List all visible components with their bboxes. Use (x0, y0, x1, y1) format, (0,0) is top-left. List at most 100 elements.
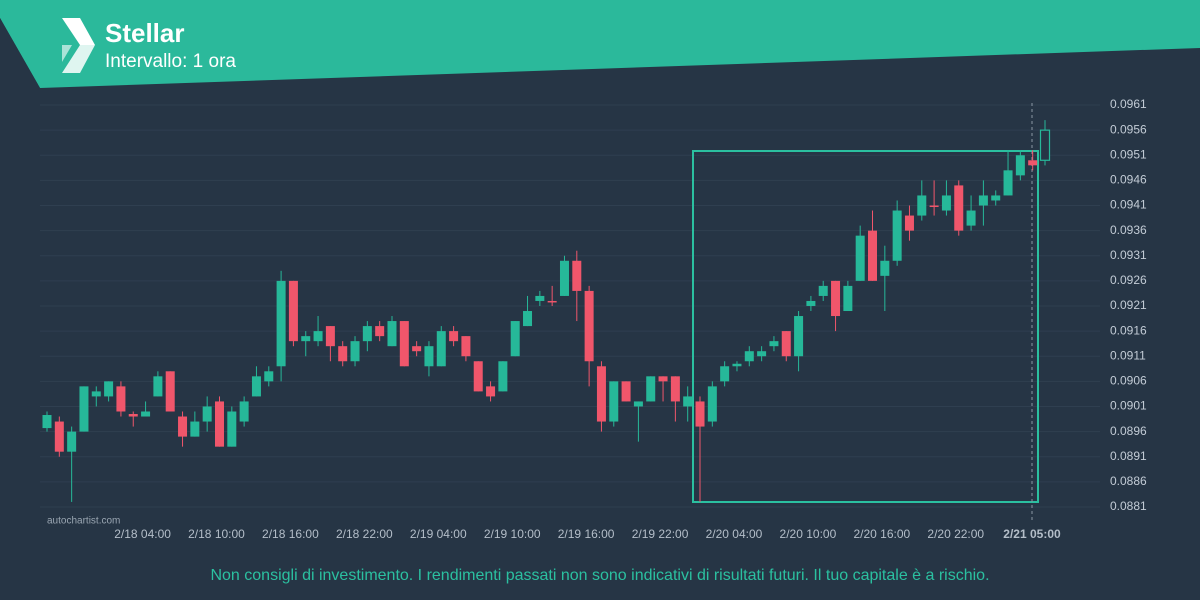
candle-body (486, 386, 496, 397)
candle-body (892, 210, 902, 261)
candle-body (609, 381, 619, 422)
candle-body (387, 321, 397, 347)
candle-body (436, 331, 446, 367)
candle-body (325, 326, 335, 347)
y-tick-label: 0.0931 (1110, 248, 1147, 262)
candle-body (744, 351, 754, 362)
y-tick-label: 0.0941 (1110, 198, 1147, 212)
candle-body (153, 376, 163, 397)
header-banner (0, 0, 1200, 88)
candle-body (670, 376, 680, 402)
candle-body (954, 185, 964, 231)
candle-body (301, 336, 311, 342)
x-tick-label: 2/20 16:00 (853, 527, 910, 541)
candle-body (695, 401, 705, 427)
candle-body (646, 376, 656, 402)
candle-body (42, 415, 52, 429)
candle-body (523, 311, 533, 327)
grid (40, 104, 1100, 508)
candle-body (498, 361, 508, 392)
candle-body (251, 376, 261, 397)
candle-body (141, 411, 151, 417)
candle-body (904, 215, 914, 231)
x-tick-label: 2/20 10:00 (780, 527, 837, 541)
candle-body (978, 195, 988, 206)
x-tick-label: 2/20 04:00 (706, 527, 763, 541)
candle-body (91, 391, 101, 397)
y-tick-label: 0.0906 (1110, 374, 1147, 388)
candle-body (79, 386, 89, 432)
candle-body (338, 346, 348, 362)
x-tick-label: 2/19 16:00 (558, 527, 615, 541)
candle-body (572, 260, 582, 291)
y-tick-label: 0.0886 (1110, 474, 1147, 488)
x-tick-label: 2/19 04:00 (410, 527, 467, 541)
y-tick-label: 0.0951 (1110, 147, 1147, 161)
candle-body (707, 386, 717, 422)
candle-body (473, 361, 483, 392)
candle-body (313, 331, 323, 342)
candle-body (966, 210, 976, 226)
y-tick-label: 0.0896 (1110, 424, 1147, 438)
candle-body (535, 295, 545, 301)
watermark: autochartist.com (47, 516, 120, 527)
candle-body (239, 401, 249, 422)
candle-body (190, 421, 200, 437)
candle-body (412, 346, 422, 352)
candle-body (67, 431, 77, 452)
candle-body (165, 371, 175, 412)
candle-body (116, 386, 126, 412)
candle-body (868, 230, 878, 281)
x-tick-label: 2/19 10:00 (484, 527, 541, 541)
x-tick-label: 2/18 10:00 (188, 527, 245, 541)
candles (42, 120, 1051, 502)
candle-body (264, 371, 274, 382)
candle-body (991, 195, 1001, 201)
logo (62, 18, 95, 73)
x-tick-label: 2/18 04:00 (114, 527, 171, 541)
candle-body (1039, 129, 1051, 161)
candle-body (1003, 170, 1013, 196)
candle-body (584, 290, 594, 362)
y-tick-label: 0.0881 (1110, 499, 1147, 513)
candle-body (769, 341, 779, 347)
candle-body (375, 326, 385, 337)
chart-subtitle: Intervallo: 1 ora (105, 51, 236, 72)
candle-body (880, 260, 890, 276)
x-tick-label: 2/21 05:00 (1003, 527, 1061, 541)
candle-body (214, 401, 224, 447)
candle-body (806, 300, 816, 306)
y-tick-label: 0.0936 (1110, 223, 1147, 237)
x-tick-label: 2/19 22:00 (632, 527, 689, 541)
candle-body (1015, 155, 1025, 176)
y-tick-label: 0.0926 (1110, 273, 1147, 287)
chart-title: Stellar (105, 18, 185, 48)
pattern-box (692, 150, 1039, 503)
candle-body (227, 411, 237, 447)
candle-body (350, 341, 360, 362)
x-tick-label: 2/18 22:00 (336, 527, 393, 541)
candle-body (781, 331, 791, 357)
candle-body (732, 363, 742, 367)
y-tick-label: 0.0916 (1110, 323, 1147, 337)
candle-body (510, 321, 520, 357)
x-tick-label: 2/20 22:00 (927, 527, 984, 541)
y-tick-label: 0.0901 (1110, 399, 1147, 413)
candle-body (178, 416, 188, 437)
candle-body (128, 414, 138, 417)
candle-body (424, 346, 434, 367)
candle-body (621, 381, 631, 402)
candle-body (831, 280, 841, 317)
candle-body (917, 195, 927, 216)
candle-body (658, 376, 668, 382)
candle-body (720, 366, 730, 382)
candle-body (276, 280, 286, 367)
candle-body (818, 285, 828, 296)
candle-body (547, 300, 557, 303)
y-tick-label: 0.0891 (1110, 449, 1147, 463)
candle-body (54, 421, 64, 452)
y-tick-label: 0.0961 (1110, 97, 1147, 111)
candle-body (399, 321, 409, 367)
candle-body (757, 351, 767, 357)
